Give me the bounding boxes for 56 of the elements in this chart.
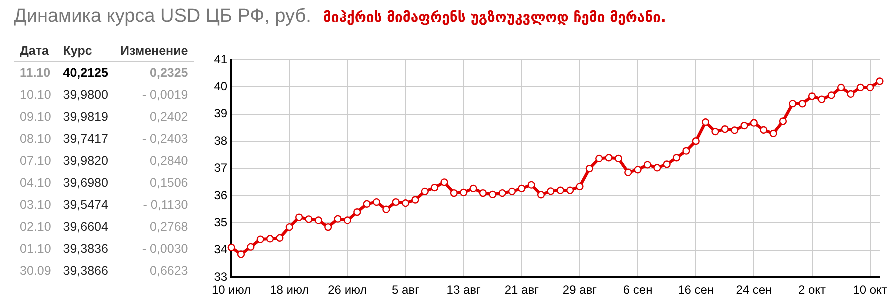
text: 39,6604 — [62, 219, 110, 236]
text: Дата — [14, 40, 58, 62]
text: Курс — [57, 40, 114, 62]
text: - 0,0019 — [141, 87, 190, 104]
text: 09.10 — [19, 109, 52, 126]
text: 0,1506 — [149, 175, 190, 192]
text: 0,2840 — [149, 153, 190, 170]
text: 0,2402 — [149, 109, 190, 126]
text: 10.10 — [19, 87, 52, 104]
text: 02.10 — [19, 219, 52, 236]
text: 0,2325 — [149, 65, 190, 82]
text: 39,9800 — [62, 87, 110, 104]
text: 04.10 — [19, 175, 52, 192]
text: 39,3866 — [62, 263, 110, 280]
text: 0,2768 — [149, 219, 190, 236]
text: 39,5474 — [62, 197, 110, 214]
text: 0,6623 — [149, 263, 190, 280]
text: 11.10 — [19, 65, 52, 82]
x-tick-label: 18 июл — [270, 283, 310, 298]
text: 08.10 — [19, 131, 52, 148]
x-tick-label: 10 окт — [853, 283, 888, 298]
x-tick-label: 13 авг — [446, 283, 482, 298]
text: Изменение — [114, 40, 194, 62]
text: - 0,2403 — [141, 131, 190, 148]
x-tick-label: 16 сен — [678, 283, 714, 298]
x-tick-label: 26 июл — [328, 283, 368, 298]
text: 03.10 — [19, 197, 52, 214]
x-tick-label: 24 сен — [736, 283, 772, 298]
y-tick-label: 39 — [214, 106, 228, 121]
text: - 0,0030 — [141, 241, 190, 258]
x-tick-label: 10 июл — [212, 283, 252, 298]
x-tick-label: 29 авг — [562, 283, 598, 298]
text: 30.09 — [19, 263, 52, 280]
chart-title: Динамика курса USD ЦБ РФ, руб. — [14, 6, 312, 27]
text: - 0,1130 — [142, 197, 190, 214]
x-tick-label: 6 сен — [623, 283, 653, 298]
y-tick-label: 34 — [214, 242, 228, 257]
text: 39,9819 — [62, 109, 110, 126]
text: 39,7417 — [62, 131, 110, 148]
text: 39,9820 — [62, 153, 110, 170]
x-tick-label: 21 авг — [504, 283, 540, 298]
y-tick-label: 40 — [214, 80, 228, 94]
chart-subtitle: მიჰქრის მიმაფრენს უგზოუკვლოდ ჩემი მერანი. — [323, 10, 666, 26]
y-tick-label: 38 — [214, 134, 228, 148]
y-tick-label: 35 — [214, 216, 228, 230]
text: 39,6980 — [62, 175, 110, 192]
y-tick-label: 36 — [214, 188, 228, 202]
text: 39,3836 — [62, 241, 110, 258]
x-tick-label: 5 авг — [392, 283, 420, 298]
y-tick-label: 41 — [214, 52, 228, 66]
text: 40,2125 — [62, 65, 110, 82]
text: 01.10 — [19, 241, 52, 258]
text: 07.10 — [19, 153, 52, 170]
y-tick-label: 33 — [214, 270, 228, 284]
y-tick-label: 37 — [214, 161, 228, 176]
x-tick-label: 2 окт — [798, 283, 827, 298]
